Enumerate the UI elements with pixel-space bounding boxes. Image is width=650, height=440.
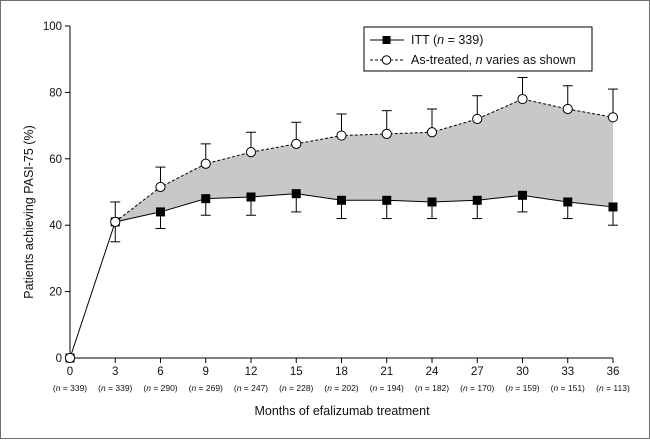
n-label: (n = 113) [596,383,630,393]
legend-itt-n: n [437,33,444,47]
itt-point [472,195,482,205]
x-axis-label: Months of efalizumab treatment [254,404,430,418]
as-treated-point [472,113,483,125]
itt-point [563,197,573,207]
n-label: (n = 269) [189,383,223,393]
x-tick-label: 18 [335,366,348,378]
shaded-region-layer [115,99,613,222]
legend-astreated-label: As-treated, n varies as shown [411,53,576,67]
itt-point [156,207,165,217]
as-treated-point [336,130,347,141]
itt-point [427,197,437,207]
as-treated-point [381,128,392,139]
as-treated-point [562,103,573,115]
itt-point [201,194,211,204]
n-label: (n = 194) [370,383,404,393]
x-tick-label: 33 [561,366,574,378]
n-label: (n = 159) [505,383,539,393]
n-label: (n = 182) [415,383,449,393]
as-treated-point [200,158,211,169]
itt-point [337,195,346,205]
x-tick-label: 9 [203,366,209,378]
y-axis-label: Patients achieving PASI-75 (%) [22,125,36,298]
y-tick-label: 20 [49,287,62,299]
x-tick-label: 3 [112,366,118,378]
legend-itt-marker [382,36,391,44]
legend-astreated-pre: As-treated, [411,53,476,67]
y-tick-label: 100 [43,21,62,33]
as-treated-line [114,98,614,223]
legend-itt-pre: ITT ( [411,33,438,47]
as-treated-point [155,181,166,193]
n-label: (n = 170) [460,383,494,393]
axes-layer [65,25,614,363]
y-tick-label: 60 [49,154,62,166]
legend-astreated-post: varies as shown [483,53,576,67]
legend-astreated-n: n [476,53,483,67]
n-label: (n = 339) [53,383,87,393]
legend-itt-post: = 339) [444,33,483,47]
y-tick-label: 40 [49,220,62,232]
as-treated-point [426,127,438,138]
as-treated-point [291,138,302,149]
n-label: (n = 202) [324,383,358,393]
itt-point [291,189,301,199]
x-tick-label: 6 [157,366,163,378]
y-tick-label: 80 [49,87,62,99]
as-treated-point [110,216,121,227]
n-label: (n = 228) [279,383,313,393]
legend-box [363,26,593,72]
x-tick-label: 27 [471,366,484,378]
x-tick-label: 21 [380,366,393,378]
n-label: (n = 339) [98,383,132,393]
as-treated-point [607,112,619,123]
as-treated-point [245,147,257,158]
itt-point [246,192,256,202]
as-treated-point [64,352,76,364]
markers-layer [64,93,619,364]
legend-itt-label: ITT (n = 339) [411,33,483,47]
shaded-region [115,99,613,222]
x-tick-label: 15 [290,366,303,378]
x-tick-label: 12 [245,366,258,378]
as-treated-point [517,93,528,105]
n-label: (n = 290) [143,383,177,393]
x-tick-label: 36 [607,366,620,378]
itt-point [382,195,392,205]
legend: ITT (n = 339) As-treated, n varies as sh… [363,26,593,72]
y-tick-label: 0 [56,353,62,365]
legend-astreated-marker [381,55,392,65]
itt-point [608,202,618,212]
n-label: (n = 247) [234,383,268,393]
x-tick-label: 0 [67,366,73,378]
labels-layer: 0 20 40 60 80 100 0 (n = 339) 3 (n = 339) 6 (n = 29… [43,21,630,393]
x-tick-label: 24 [426,366,439,378]
n-label: (n = 151) [551,383,585,393]
x-tick-label: 30 [516,366,529,378]
itt-point [518,190,527,200]
